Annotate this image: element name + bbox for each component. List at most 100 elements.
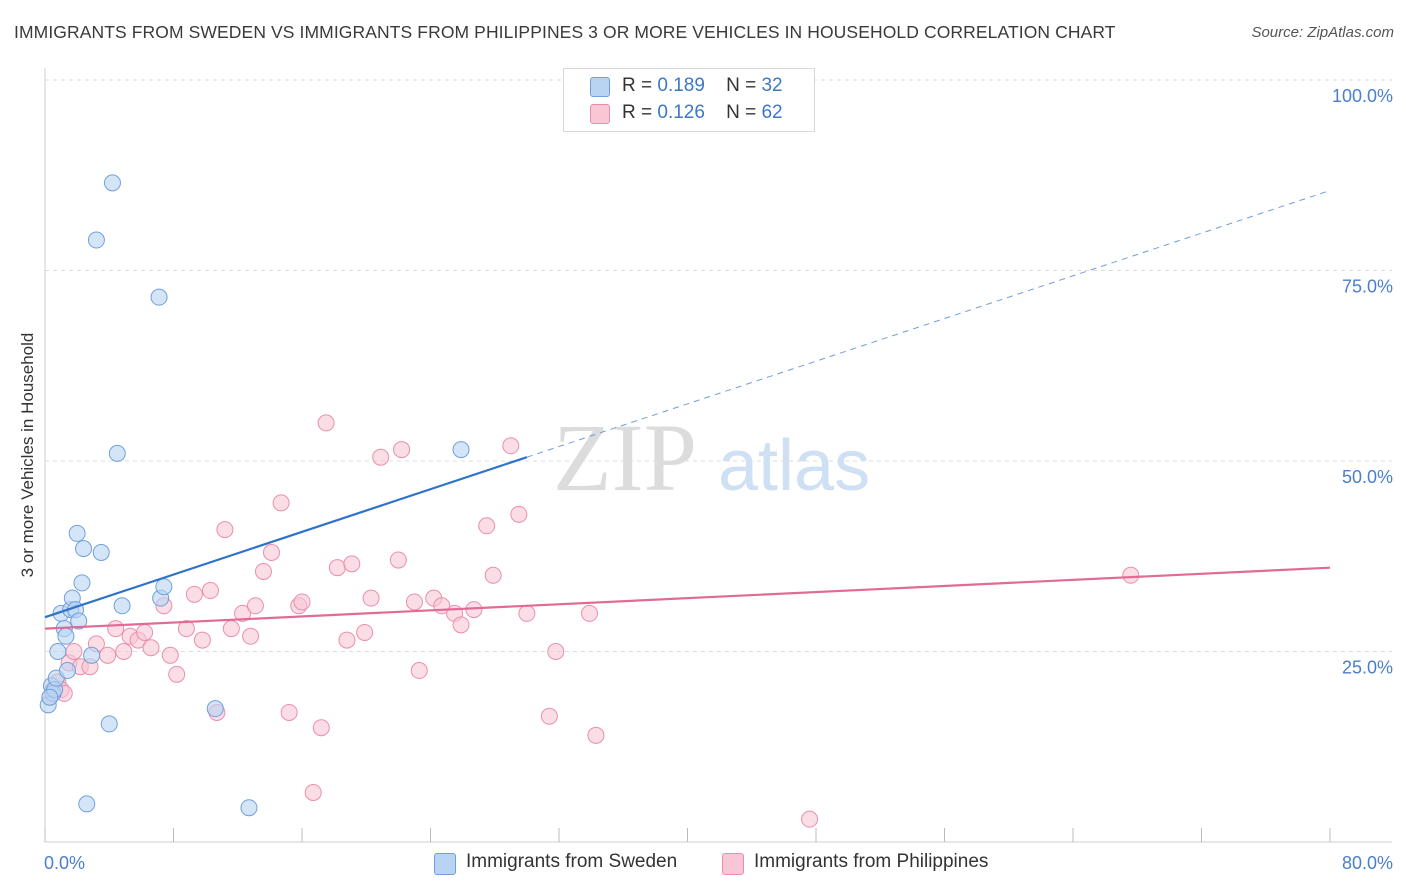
sweden-point [70,612,88,630]
sweden-point [41,688,59,706]
philippines-point [587,726,605,744]
philippines-point [410,662,428,680]
philippines-point [201,582,219,600]
bottom-legend-label-sweden: Immigrants from Sweden [466,851,678,872]
philippines-point [272,494,290,512]
philippines-point [343,555,361,573]
legend-n-label: N = [726,75,757,96]
philippines-point [362,589,380,607]
sweden-point [68,524,86,542]
bottom-legend-swatch-philippines [722,853,744,875]
sweden-point [92,543,110,561]
watermark: ZIP atlas [553,404,870,511]
sweden-point [75,540,93,558]
philippines-point [502,437,520,455]
philippines-point [262,543,280,561]
philippines-point [547,643,565,660]
philippines-point [107,620,125,638]
sweden-point [452,441,470,459]
philippines-point [317,414,335,432]
philippines-point [484,566,502,584]
sweden-point [206,700,224,718]
sweden-trendline-extension [526,190,1331,458]
y-tick-label: 25.0% [1342,658,1393,678]
y-tick-label: 50.0% [1342,467,1393,487]
chart-title: IMMIGRANTS FROM SWEDEN VS IMMIGRANTS FRO… [14,22,1116,42]
sweden-point [83,646,101,664]
philippines-point [581,604,599,622]
philippines-point [193,631,211,649]
legend-n-label: N = [726,102,757,123]
sweden-point [103,174,121,192]
sweden-trendline [44,456,528,619]
trendlines [44,190,1331,630]
sweden-point [73,574,91,592]
legend-r-value-sweden: 0.189 [657,75,705,96]
philippines-point [801,810,819,828]
sweden-point [150,288,168,306]
philippines-point [328,559,346,577]
sweden-point [108,444,126,462]
philippines-point [1122,566,1140,584]
philippines-trendline [44,566,1331,630]
philippines-point [304,783,322,801]
philippines-point [168,665,186,683]
philippines-point [136,623,154,641]
philippines-point [65,643,83,660]
legend-swatch-sweden [590,77,610,97]
philippines-point [510,505,528,523]
sweden-point [57,627,75,645]
philippines-point [242,627,260,645]
philippines-point [177,620,195,638]
philippines-point [338,631,356,649]
philippines-point [293,593,311,611]
philippines-point [312,719,330,737]
legend-r-label: R = [622,75,653,96]
y-tick-label: 100.0% [1332,86,1393,106]
bottom-legend-label-philippines: Immigrants from Philippines [754,851,989,872]
philippines-point [99,646,117,664]
series-philippines-points [41,414,1140,828]
philippines-point [478,517,496,535]
x-tick-label-max: 80.0% [1342,853,1393,873]
philippines-point [356,623,374,641]
correlation-legend: R = 0.189 N = 32 R = 0.126 N = 62 [563,68,815,132]
sweden-point [49,643,67,660]
y-tick-label: 75.0% [1342,277,1393,297]
philippines-point [540,707,558,725]
philippines-point [161,646,179,664]
philippines-point [280,703,298,721]
legend-r-value-philippines: 0.126 [657,102,705,123]
sweden-point [113,597,131,615]
watermark-atlas: atlas [718,426,870,506]
sweden-point [100,715,118,733]
philippines-point [216,521,234,539]
legend-n-value-sweden: 32 [761,75,783,96]
sweden-point [240,799,258,817]
philippines-point [518,604,536,622]
philippines-point [115,643,133,660]
legend-swatch-philippines [590,104,610,124]
philippines-point [452,616,470,634]
x-tick-label-min: 0.0% [44,853,85,873]
sweden-point [78,795,96,813]
philippines-point [234,604,252,622]
philippines-point [222,620,240,638]
philippines-point [405,593,423,611]
gridlines [45,79,1392,652]
philippines-point [254,562,272,580]
philippines-point [372,448,390,466]
philippines-point [142,639,160,657]
legend-r-label: R = [622,102,653,123]
sweden-point [58,662,76,680]
sweden-point [87,231,105,249]
philippines-point [246,597,264,615]
axes [44,68,1392,843]
source-label: Source: ZipAtlas.com [1251,24,1394,41]
philippines-point [393,441,411,459]
bottom-legend-swatch-sweden [434,853,456,875]
legend-n-value-philippines: 62 [761,102,783,123]
philippines-point [389,551,407,569]
sweden-point [155,578,173,596]
